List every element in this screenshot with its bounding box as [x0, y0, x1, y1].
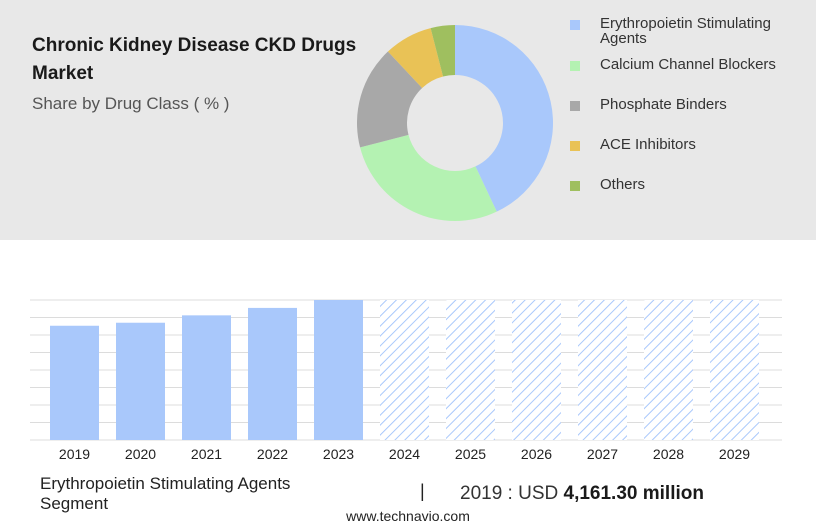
- x-tick-label: 2027: [587, 446, 618, 462]
- bar-2022: [248, 307, 297, 440]
- forecast-bar-2029: [710, 300, 759, 440]
- bar-2020: [116, 322, 165, 440]
- legend-label-ace-inhibitors: ACE Inhibitors: [600, 136, 696, 153]
- legend-swatch-calcium-channel: [570, 61, 580, 71]
- x-tick-label: 2028: [653, 446, 684, 462]
- source-link[interactable]: www.technavio.com: [346, 508, 470, 524]
- segment-value: 2019 : USD 4,161.30 million: [460, 483, 704, 505]
- segment-value-amount: 4,161.30 million: [563, 483, 704, 504]
- donut-slice-others: [430, 25, 455, 77]
- forecast-bar-2028: [644, 300, 693, 440]
- chart-title: Chronic Kidney Disease CKD Drugs Market: [32, 35, 357, 84]
- x-tick-label: 2022: [257, 446, 288, 462]
- bar-2019: [50, 325, 99, 440]
- bar-2023: [314, 300, 363, 440]
- bar-2021: [182, 315, 231, 440]
- x-tick-label: 2023: [323, 446, 354, 462]
- legend-swatch-erythropoietin: [570, 20, 580, 30]
- x-tick-label: 2020: [125, 446, 156, 462]
- forecast-bar-2025: [446, 300, 495, 440]
- forecast-bar-2026: [512, 300, 561, 440]
- x-tick-label: 2025: [455, 446, 486, 462]
- forecast-bar-2027: [578, 300, 627, 440]
- footer-separator: |: [420, 481, 425, 501]
- x-tick-label: 2019: [59, 446, 90, 462]
- forecast-bar-2024: [380, 300, 429, 440]
- x-tick-label: 2029: [719, 446, 750, 462]
- segment-value-prefix: 2019 : USD: [460, 483, 559, 504]
- donut-slice-ace-inhibitors: [387, 28, 444, 89]
- legend-label-phosphate-binders: Phosphate Binders: [600, 96, 727, 113]
- chart-subtitle: Share by Drug Class ( % ): [32, 94, 230, 113]
- legend-swatch-ace-inhibitors: [570, 141, 580, 151]
- bar-chart: 2019 2020 2021 2022 2023 2024 2025 2026 2027 2028…: [30, 299, 782, 462]
- donut-chart: [357, 25, 553, 221]
- legend-swatch-others: [570, 181, 580, 191]
- x-tick-label: 2026: [521, 446, 552, 462]
- segment-label: Erythropoietin Stimulating Agents Segmen…: [40, 474, 291, 513]
- x-tick-label: 2021: [191, 446, 222, 462]
- legend-label-erythropoietin: Erythropoietin Stimulating Agents: [600, 15, 771, 47]
- legend-swatch-phosphate-binders: [570, 101, 580, 111]
- donut-slice-calcium-channel: [360, 134, 497, 221]
- x-tick-label: 2024: [389, 446, 420, 462]
- donut-slice-erythropoietin: [455, 25, 553, 212]
- legend-label-calcium-channel: Calcium Channel Blockers: [600, 56, 776, 73]
- legend-label-others: Others: [600, 176, 646, 193]
- donut-slice-phosphate-binders: [357, 51, 423, 148]
